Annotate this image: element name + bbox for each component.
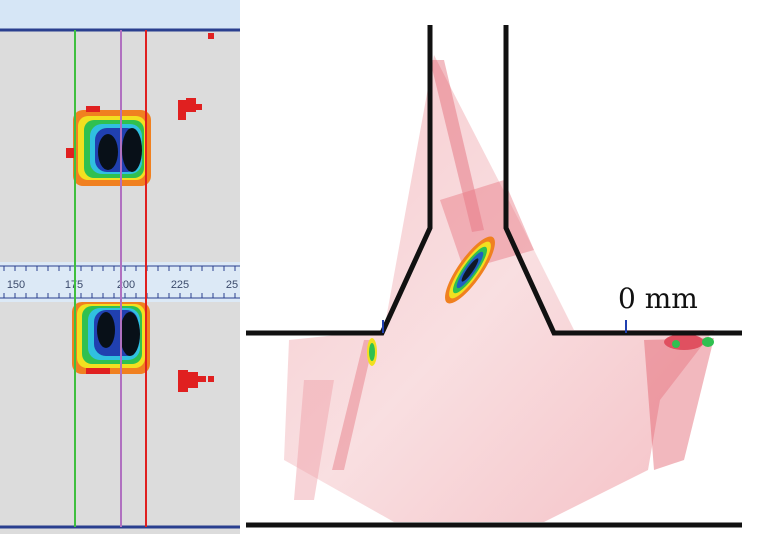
indication-lower bbox=[72, 302, 150, 374]
weld-indication bbox=[445, 236, 495, 304]
sectorial-scan-panel: 0 mm bbox=[244, 0, 760, 534]
scale-label-250: 25 bbox=[226, 279, 238, 291]
noise-speck bbox=[208, 33, 214, 39]
sectorial-scan-graphic bbox=[246, 25, 742, 528]
indication-upper bbox=[66, 106, 151, 186]
root-indication bbox=[367, 338, 377, 366]
scale-label-225: 225 bbox=[171, 279, 189, 291]
scan-fan-area bbox=[284, 55, 714, 522]
cscan-header bbox=[0, 0, 240, 30]
indication-lower-right-speck bbox=[178, 370, 214, 392]
scale-label-200: 200 bbox=[117, 279, 135, 291]
toe-indication bbox=[664, 334, 714, 350]
weld-outline bbox=[246, 25, 742, 528]
scale-label-150: 150 bbox=[7, 279, 25, 291]
cscan-panel: 150 175 200 225 25 bbox=[0, 0, 240, 534]
scan-streaks bbox=[294, 60, 714, 500]
cscan-graphic: 150 175 200 225 25 bbox=[0, 0, 240, 534]
zero-mm-label: 0 mm bbox=[618, 282, 698, 315]
indication-upper-right-speck bbox=[178, 98, 202, 120]
